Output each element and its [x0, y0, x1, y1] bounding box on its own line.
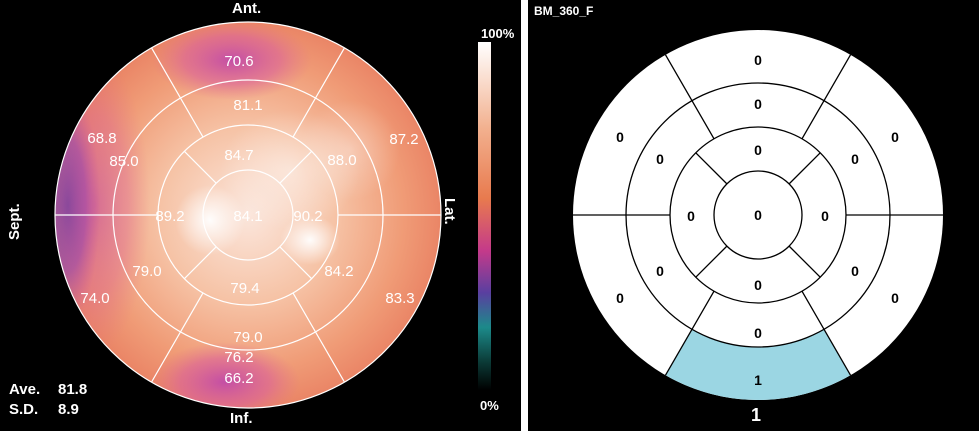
score-mid-anterolateral: 0 [851, 151, 859, 167]
score-basal-anterolateral: 0 [891, 129, 899, 145]
basal-anterior-value: 70.6 [224, 53, 253, 70]
study-title: BM_360_F [534, 4, 594, 18]
score-inner-lateral: 0 [821, 208, 829, 224]
score-mid-inferoseptal: 0 [656, 263, 664, 279]
score-map-disk [573, 30, 943, 400]
score-apex: 0 [754, 207, 762, 223]
score-basal-anteroseptal: 0 [616, 129, 624, 145]
inner-lateral-value: 90.2 [293, 208, 322, 225]
basal-inferior-value-mid: 76.2 [224, 349, 253, 366]
sd-label: S.D. [9, 401, 39, 418]
colorbar-max-label: 100% [481, 26, 515, 41]
score-basal-inferior: 1 [754, 372, 762, 388]
score-mid-anteroseptal: 0 [656, 151, 664, 167]
score-inner-inferior: 0 [754, 277, 762, 293]
basal-anteroseptal-value: 68.8 [87, 130, 116, 147]
basal-inferoseptal-value: 74.0 [80, 290, 109, 307]
basal-anterolateral-value: 87.2 [389, 131, 418, 148]
mid-inferoseptal-value: 79.0 [132, 263, 161, 280]
segment-values: 84.1 84.7 90.2 79.4 89.2 81.1 88.0 84.2 … [80, 53, 418, 387]
mid-anterior-value: 81.1 [233, 97, 262, 114]
septal-label: Sept. [6, 203, 23, 240]
score-basal-inferoseptal: 0 [616, 290, 624, 306]
score-inner-anterior: 0 [754, 142, 762, 158]
colorbar-min-label: 0% [480, 398, 499, 413]
basal-inferior-value: 66.2 [224, 370, 253, 387]
segment-score-map: 0 0 0 0 0 0 0 0 0 0 0 0 0 0 1 0 0 [573, 30, 943, 400]
average-value: 81.8 [58, 381, 88, 398]
sd-value: 8.9 [58, 401, 79, 418]
score-mid-inferolateral: 0 [851, 263, 859, 279]
basal-inferolateral-value: 83.3 [385, 290, 414, 307]
colorbar [478, 42, 491, 390]
inner-septal-value: 89.2 [155, 208, 184, 225]
score-segment-grid [573, 54, 943, 376]
score-basal-anterior: 0 [754, 52, 762, 68]
segment-grid [54, 21, 442, 409]
score-inner-septal: 0 [687, 208, 695, 224]
score-values: 0 0 0 0 0 0 0 0 0 0 0 0 0 0 1 0 0 [616, 52, 899, 388]
mid-anteroseptal-value: 85.0 [109, 153, 138, 170]
lateral-label: Lat. [441, 198, 458, 225]
highlighted-segment [665, 329, 851, 400]
score-mid-inferior: 0 [754, 325, 762, 341]
summed-score-total: 1 [751, 405, 762, 425]
score-mid-anterior: 0 [754, 96, 762, 112]
average-label: Ave. [9, 381, 41, 398]
anterior-label: Ant. [232, 0, 262, 17]
apex-value: 84.1 [233, 208, 262, 225]
score-basal-inferolateral: 0 [891, 290, 899, 306]
inferior-label: Inf. [230, 410, 253, 427]
segment-score-map-panel: 0 0 0 0 0 0 0 0 0 0 0 0 0 0 1 0 0 BM_360… [528, 0, 979, 431]
perfusion-polar-map: 84.1 84.7 90.2 79.4 89.2 81.1 88.0 84.2 … [54, 21, 491, 409]
mid-inferior-value: 79.0 [233, 329, 262, 346]
perfusion-polar-map-panel: 84.1 84.7 90.2 79.4 89.2 81.1 88.0 84.2 … [0, 0, 521, 431]
inner-anterior-value: 84.7 [224, 147, 253, 164]
inner-inferior-value: 79.4 [230, 280, 259, 297]
mid-inferolateral-value: 84.2 [324, 263, 353, 280]
mid-anterolateral-value: 88.0 [327, 152, 356, 169]
